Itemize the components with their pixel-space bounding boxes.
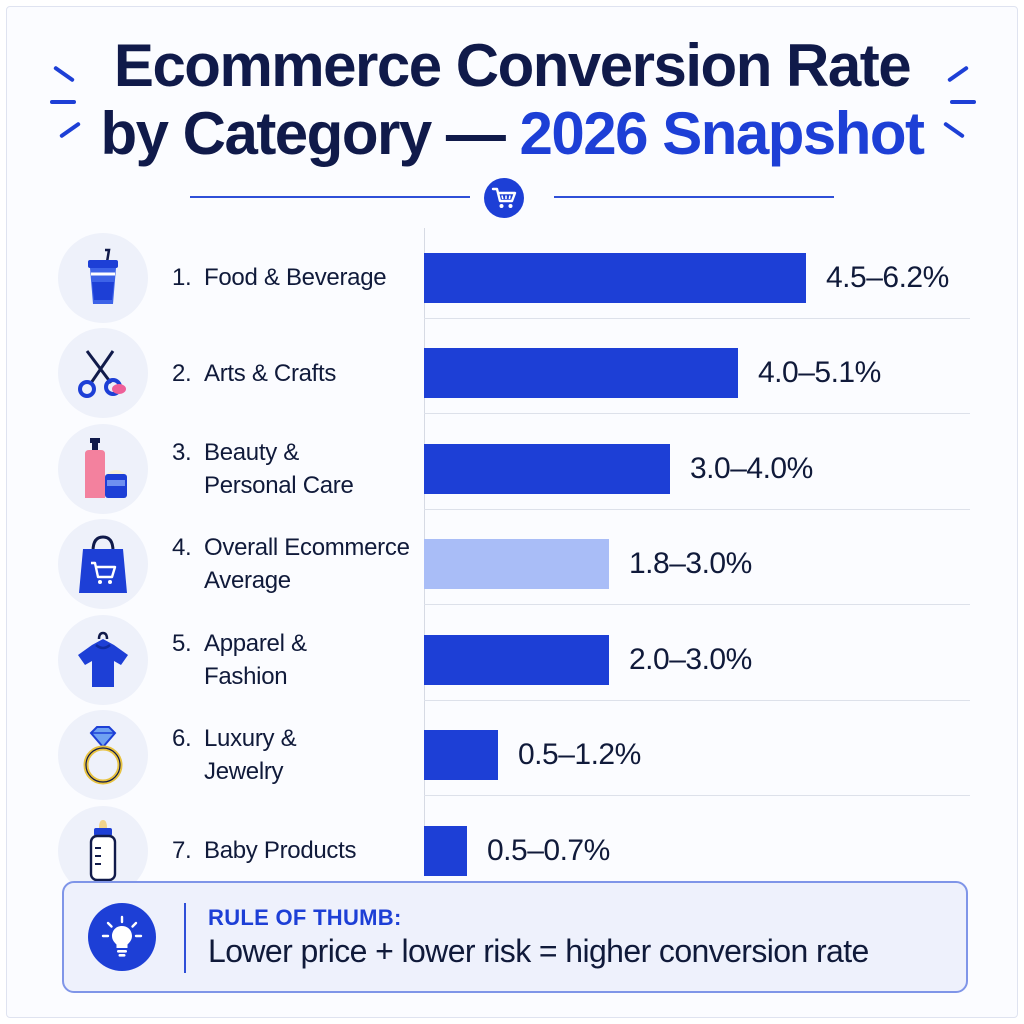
category-rank: 1. [172,264,192,292]
value-label-food-beverage: 4.5–6.2% [826,260,949,294]
chart-title-line1: Ecommerce Conversion Rate [113,32,912,99]
category-label-text: Luxury & [204,725,297,753]
cart-icon [484,178,524,218]
category-label-text: Apparel & [204,629,307,657]
category-label-text: Arts & Crafts [204,359,337,387]
value-label-luxury-jewelry: 0.5–1.2% [518,738,641,772]
t-shirt-icon [58,614,148,705]
chart-title-accent: 2026 Snapshot [519,100,926,167]
category-label-arts-crafts: 2. Arts & Crafts [172,357,422,390]
category-rank: 3. [172,438,192,466]
category-label-text: Fashion [204,662,288,690]
title-rule-right [554,196,834,198]
row-divider [424,795,970,796]
baby-bottle-icon [58,805,148,896]
category-rank: 5. [172,629,192,657]
category-rank: 6. [172,725,192,753]
category-label-baby-products: 7. Baby Products [172,834,422,867]
bar-luxury-jewelry [424,730,498,781]
page-frame [6,6,1018,1018]
decor-dash [50,100,76,104]
value-label-overall-ecommerce-average: 1.8–3.0% [629,547,752,581]
category-label-text: Personal Care [204,471,354,499]
bar-beauty-personal-care [424,443,670,494]
value-label-apparel-fashion: 2.0–3.0% [629,642,752,676]
value-label-baby-products: 0.5–0.7% [487,833,610,867]
category-label-text: Food & Beverage [204,264,387,292]
category-label-text: Jewelry [204,758,284,786]
category-label-food-beverage: 1. Food & Beverage [172,261,422,294]
shopping-bag-icon [58,519,148,610]
diamond-ring-icon [58,710,148,801]
decor-dash [950,100,976,104]
chart-title-prefix: by Category — [100,100,520,167]
category-label-luxury-jewelry: 6. Luxury & Jewelry [172,722,422,788]
category-label-text: Beauty & [204,438,299,466]
beauty-bottle-icon [58,423,148,514]
category-rank: 4. [172,534,192,562]
row-divider [424,700,970,701]
row-divider [424,509,970,510]
bar-food-beverage [424,252,806,303]
category-label-beauty-personal-care: 3. Beauty & Personal Care [172,436,422,502]
category-label-text: Average [204,567,291,595]
bar-apparel-fashion [424,634,609,685]
title-rule-left [190,196,470,198]
drink-cup-icon [58,232,148,323]
rule-of-thumb-box: RULE OF THUMB: Lower price + lower risk … [62,881,968,993]
lightbulb-icon [88,903,156,971]
category-label-text: Overall Ecommerce [204,534,410,562]
row-divider [424,413,970,414]
bar-overall-ecommerce-average [424,539,609,590]
row-divider [424,604,970,605]
rule-text: Lower price + lower risk = higher conver… [208,933,869,969]
rule-divider [184,903,186,973]
chart-title-line2: by Category — 2026 Snapshot [0,104,1024,164]
scissors-icon [58,328,148,419]
bar-arts-crafts [424,348,738,399]
category-rank: 2. [172,359,192,387]
rule-heading: RULE OF THUMB: [208,905,402,930]
category-label-apparel-fashion: 5. Apparel & Fashion [172,627,422,693]
bar-baby-products [424,825,467,876]
value-label-beauty-personal-care: 3.0–4.0% [690,451,813,485]
category-label-overall-ecommerce-average: 4. Overall Ecommerce Average [172,531,422,597]
row-divider [424,318,970,319]
category-label-text: Baby Products [204,837,357,865]
value-label-arts-crafts: 4.0–5.1% [758,356,881,390]
category-rank: 7. [172,837,192,865]
